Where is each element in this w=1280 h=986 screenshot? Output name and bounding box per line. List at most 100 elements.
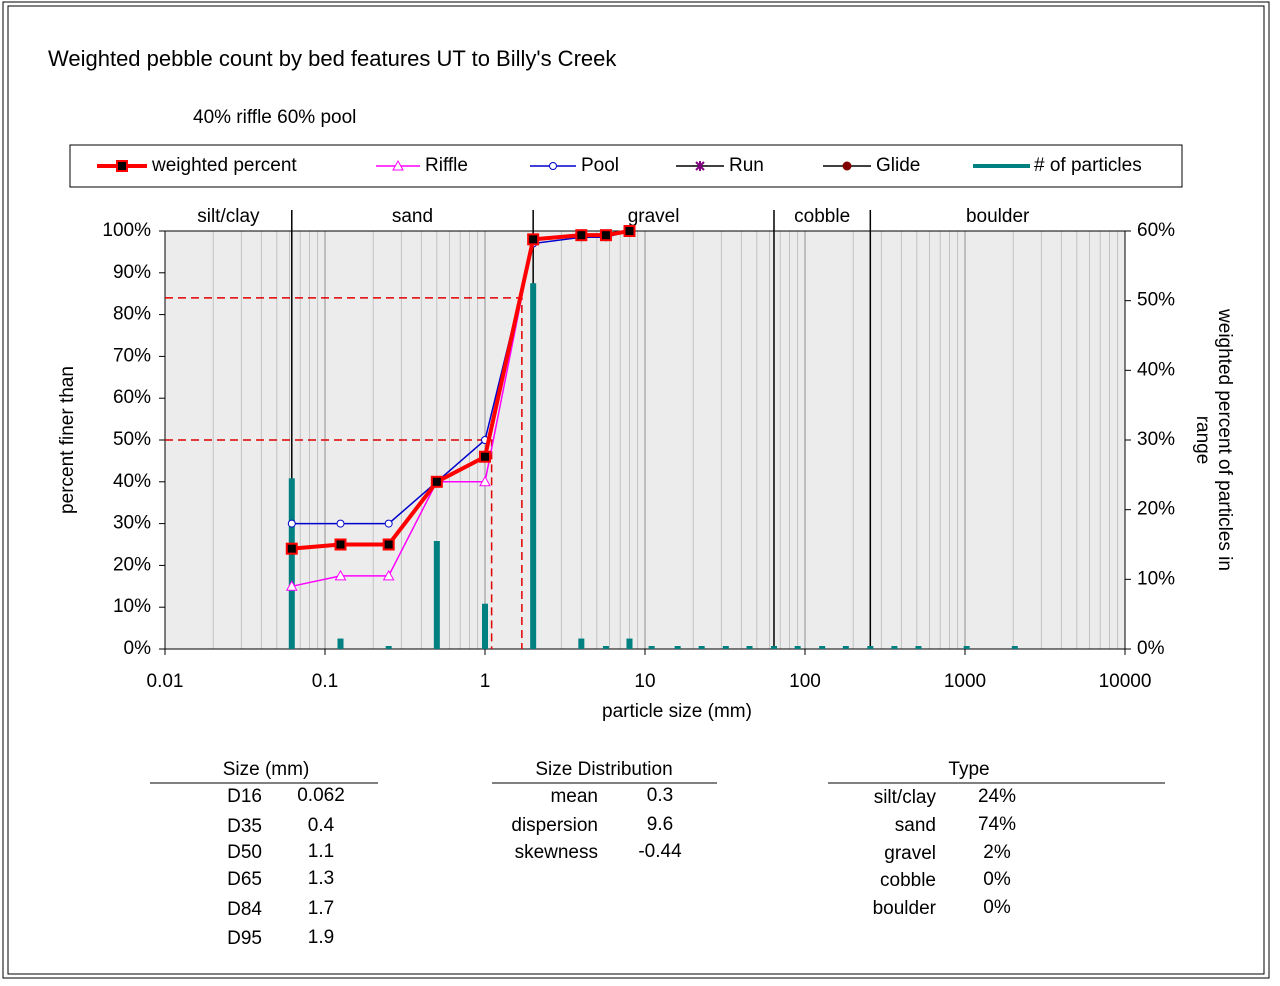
marker xyxy=(479,475,491,487)
y-tick-label: 70% xyxy=(113,345,151,366)
particle-bar xyxy=(578,638,585,649)
marker xyxy=(527,233,540,246)
legend-label: weighted percent xyxy=(151,155,297,176)
table-value: 0% xyxy=(983,897,1011,918)
particle-bar xyxy=(770,646,777,649)
marker xyxy=(285,580,298,591)
x-tick-label: 10000 xyxy=(1099,671,1152,692)
y-tick-label: 30% xyxy=(113,513,151,534)
table-label: D50 xyxy=(227,842,262,863)
marker xyxy=(336,519,345,528)
table-label: silt/clay xyxy=(874,787,937,808)
table-value: 74% xyxy=(978,814,1016,835)
particle-bar xyxy=(963,646,970,649)
table-label: mean xyxy=(550,786,598,807)
particle-bar xyxy=(891,646,898,649)
table-value: -0.44 xyxy=(638,841,682,862)
class-label: silt/clay xyxy=(197,206,260,227)
particle-bar xyxy=(842,646,849,649)
table-value: 0% xyxy=(983,869,1011,890)
y-tick-label: 100% xyxy=(102,220,151,241)
class-label: sand xyxy=(392,206,433,227)
class-label: cobble xyxy=(794,206,850,227)
y-tick-label: 50% xyxy=(113,429,151,450)
y-tick-label: 10% xyxy=(113,596,151,617)
particle-bar xyxy=(746,646,753,649)
marker xyxy=(623,225,636,237)
particle-bar xyxy=(674,646,681,649)
table-value: 1.3 xyxy=(308,868,334,889)
reference-line xyxy=(165,439,493,649)
class-label: boulder xyxy=(966,206,1030,227)
y-tick-label: 20% xyxy=(113,554,151,575)
marker xyxy=(599,229,612,242)
y2-tick-label: 20% xyxy=(1137,499,1175,520)
particle-bar xyxy=(482,603,488,649)
marker xyxy=(287,519,296,528)
marker xyxy=(334,569,347,581)
marker xyxy=(392,159,404,171)
table-label: skewness xyxy=(515,842,598,863)
legend-label: Riffle xyxy=(425,155,468,176)
marker xyxy=(116,160,128,172)
particle-bar xyxy=(867,646,874,649)
particle-bar xyxy=(819,646,826,649)
inner-frame xyxy=(7,5,1265,975)
particle-bar xyxy=(915,646,922,649)
y-tick-label: 40% xyxy=(113,471,151,492)
x-tick-label: 10 xyxy=(634,671,655,692)
y2-tick-label: 30% xyxy=(1137,429,1175,450)
x-tick-label: 1 xyxy=(480,671,491,692)
marker xyxy=(384,519,393,528)
y-tick-label: 90% xyxy=(113,262,151,283)
legend-label: Glide xyxy=(876,155,920,176)
y2-tick-label: 60% xyxy=(1137,220,1175,241)
table-label: D84 xyxy=(227,899,262,920)
table-value: 1.7 xyxy=(308,898,334,919)
table-label: D35 xyxy=(227,816,262,837)
x-axis-label: particle size (mm) xyxy=(602,701,752,722)
particle-bar xyxy=(648,646,655,649)
table-label: D95 xyxy=(227,928,262,949)
table-label: gravel xyxy=(884,843,936,864)
marker xyxy=(842,161,852,171)
table-label: cobble xyxy=(880,870,936,891)
table-header: Size (mm) xyxy=(223,759,310,780)
x-tick-label: 0.1 xyxy=(312,671,338,692)
y-tick-label: 80% xyxy=(113,304,151,325)
table-label: dispersion xyxy=(511,815,598,836)
table-value: 0.3 xyxy=(647,785,673,806)
particle-bar xyxy=(698,646,705,649)
marker xyxy=(334,538,347,551)
x-tick-label: 100 xyxy=(789,671,821,692)
y-tick-label: 0% xyxy=(124,638,152,659)
table-value: 9.6 xyxy=(647,814,673,835)
legend-label: # of particles xyxy=(1034,155,1142,176)
particle-bar xyxy=(433,541,440,649)
y-axis-label: percent finer than xyxy=(57,366,78,514)
class-label: gravel xyxy=(628,206,680,227)
legend-label: Pool xyxy=(581,155,619,176)
marker xyxy=(382,538,395,551)
table-value: 1.1 xyxy=(308,841,334,862)
particle-bar xyxy=(288,478,295,649)
y2-tick-label: 10% xyxy=(1137,568,1175,589)
y2-tick-label: 0% xyxy=(1137,638,1165,659)
particle-bar xyxy=(385,646,392,649)
marker xyxy=(430,475,443,488)
marker xyxy=(285,542,298,555)
particle-bar xyxy=(626,638,633,649)
marker xyxy=(575,229,588,242)
particle-bar xyxy=(794,646,801,649)
chart-title: Weighted pebble count by bed features UT… xyxy=(48,46,617,71)
x-tick-label: 1000 xyxy=(944,671,986,692)
marker xyxy=(479,450,491,463)
table-label: D65 xyxy=(227,869,262,890)
particle-bar xyxy=(722,646,729,649)
table-value: 2% xyxy=(983,842,1011,863)
table-value: 24% xyxy=(978,786,1016,807)
table-header: Type xyxy=(948,759,989,780)
marker xyxy=(695,161,705,171)
